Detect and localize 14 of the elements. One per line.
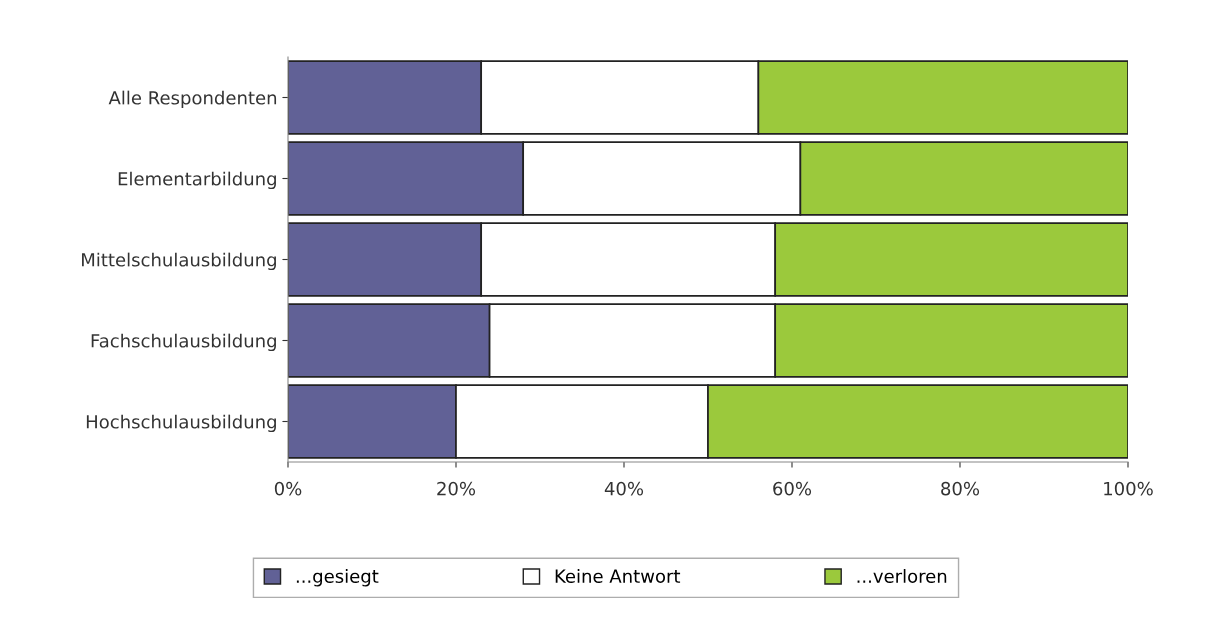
legend-label: ...verloren bbox=[857, 569, 947, 583]
y-tick-label: Hochschulausbildung bbox=[86, 414, 276, 433]
x-tick-label: 20% bbox=[437, 481, 476, 496]
y-tick-label: Mittelschulausbildung bbox=[82, 252, 276, 271]
legend-label: ...gesiegt bbox=[296, 569, 379, 587]
x-tick-label: 100% bbox=[1104, 481, 1153, 496]
legend-label: Keine Antwort bbox=[555, 569, 681, 583]
y-tick-label: Alle Respondenten bbox=[108, 90, 277, 109]
x-tick-label: 0% bbox=[274, 481, 302, 496]
x-tick-label: 40% bbox=[604, 481, 644, 496]
y-tick-label: Fachschulausbildung bbox=[91, 333, 276, 352]
y-tick-label: Elementarbildung bbox=[118, 171, 276, 190]
x-tick-label: 60% bbox=[773, 481, 812, 496]
x-tick-label: 80% bbox=[941, 481, 980, 496]
